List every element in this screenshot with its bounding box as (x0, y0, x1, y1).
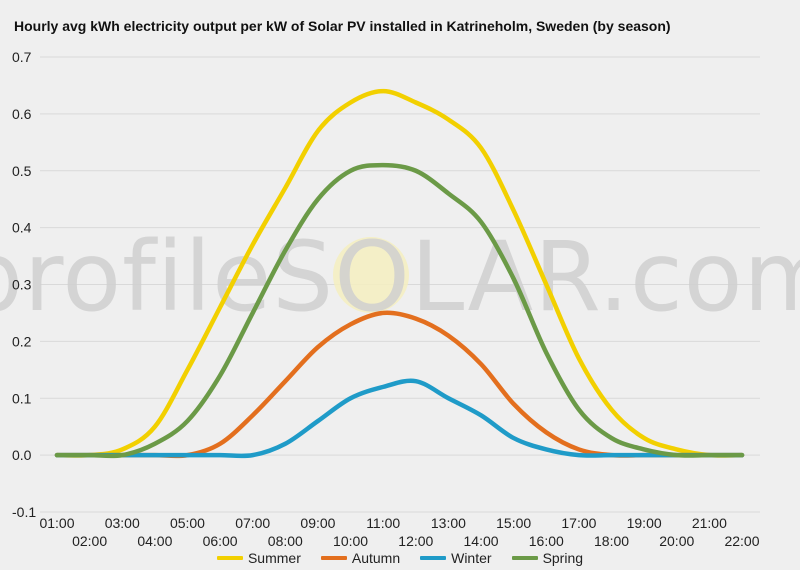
x-tick-label: 21:00 (692, 515, 727, 531)
x-tick-label: 07:00 (235, 515, 270, 531)
x-tick-label: 06:00 (203, 533, 238, 549)
x-tick-label: 20:00 (659, 533, 694, 549)
x-tick-label: 01:00 (39, 515, 74, 531)
x-tick-label: 08:00 (268, 533, 303, 549)
x-tick-label: 03:00 (105, 515, 140, 531)
y-tick-label: 0.1 (12, 390, 32, 406)
legend-swatch (320, 556, 347, 560)
legend-swatch (511, 556, 538, 560)
legend-swatch (420, 556, 447, 560)
series-line-summer (54, 88, 745, 458)
watermark-sun-icon (333, 237, 409, 313)
series-line-winter (54, 378, 745, 459)
x-tick-label: 13:00 (431, 515, 466, 531)
y-tick-label: 0.5 (12, 163, 32, 179)
legend-swatch (216, 556, 243, 560)
x-tick-label: 04:00 (137, 533, 172, 549)
legend-item-summer: Summer (216, 550, 301, 566)
x-tick-label: 22:00 (724, 533, 759, 549)
x-tick-label: 15:00 (496, 515, 531, 531)
y-tick-label: -0.1 (12, 504, 36, 520)
x-tick-label: 02:00 (72, 533, 107, 549)
legend: Summer Autumn Winter Spring (0, 549, 800, 567)
legend-label: Spring (542, 550, 584, 566)
y-tick-label: 0.7 (12, 49, 32, 65)
x-tick-label: 17:00 (561, 515, 596, 531)
legend-label: Autumn (351, 550, 401, 566)
x-tick-label: 19:00 (627, 515, 662, 531)
x-tick-label: 18:00 (594, 533, 629, 549)
x-tick-label: 05:00 (170, 515, 205, 531)
y-tick-label: 0.4 (12, 220, 32, 236)
watermark: profileSOLAR.com (0, 221, 800, 333)
y-tick-label: 0.2 (12, 333, 32, 349)
x-tick-label: 09:00 (300, 515, 335, 531)
y-tick-label: 0.6 (12, 106, 32, 122)
axis-layer: -0.1 0.0 0.1 0.2 0.3 0.4 0.5 0.6 0.7 01:00 02:00 03… (12, 49, 760, 549)
x-tick-label: 16:00 (529, 533, 564, 549)
legend-item-winter: Winter (420, 550, 492, 566)
series-layer (54, 88, 745, 459)
chart-title: Hourly avg kWh electricity output per kW… (14, 18, 671, 34)
x-tick-label: 12:00 (398, 533, 433, 549)
legend-label: Winter (451, 550, 492, 566)
y-tick-label: 0.0 (12, 447, 32, 463)
y-tick-label: 0.3 (12, 277, 32, 293)
legend-label: Summer (247, 550, 301, 566)
x-tick-label: 10:00 (333, 533, 368, 549)
legend-item-autumn: Autumn (320, 550, 401, 566)
series-line-spring (54, 162, 745, 459)
x-tick-label: 14:00 (464, 533, 499, 549)
legend-item-spring: Spring (511, 550, 584, 566)
x-tick-label: 11:00 (366, 515, 400, 531)
